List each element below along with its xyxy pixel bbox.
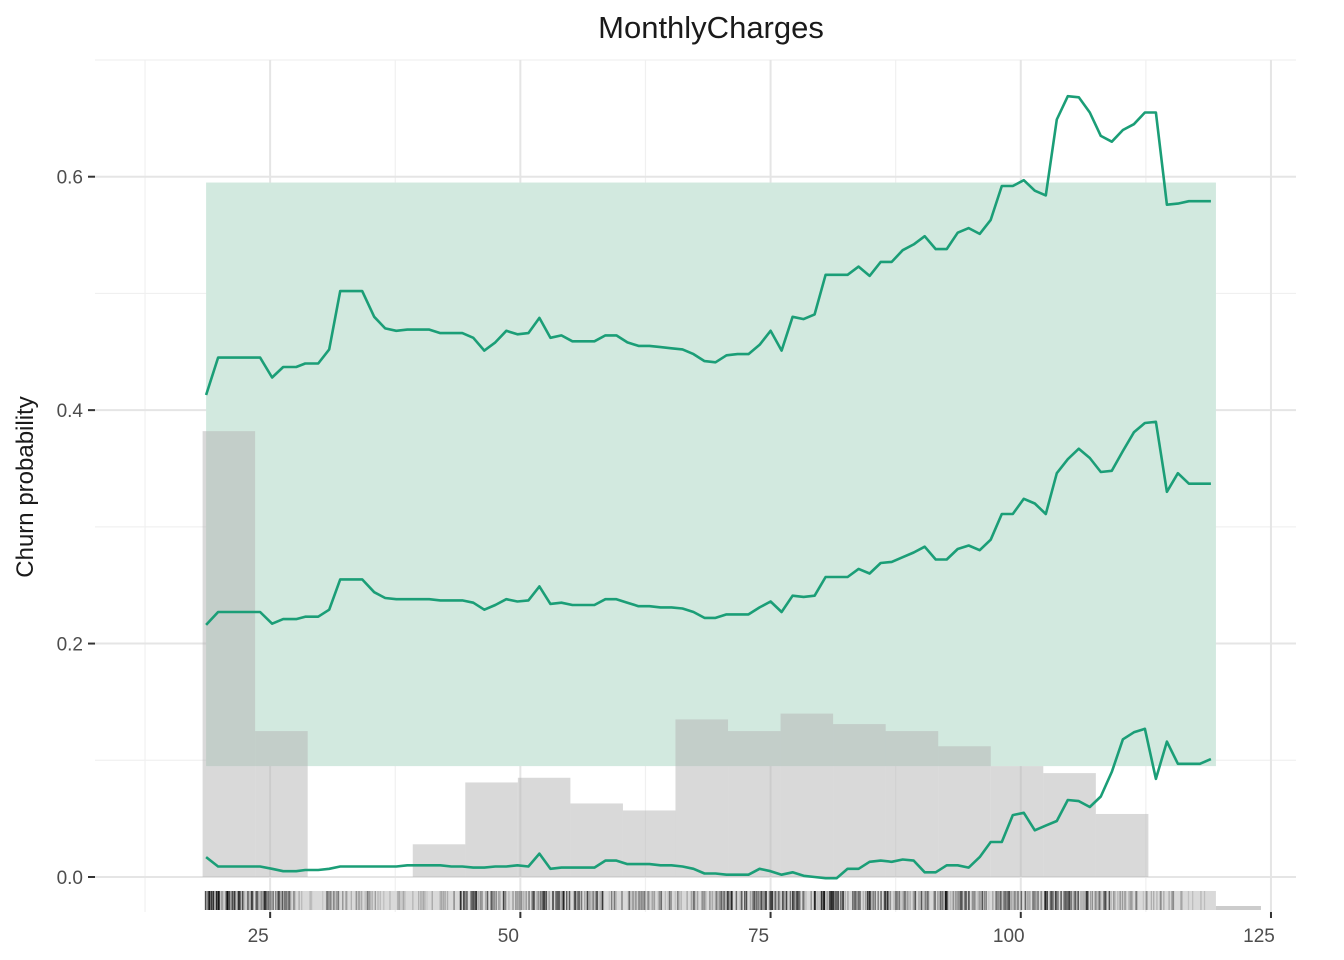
series-line xyxy=(204,94,1211,396)
x-tick-label: 75 xyxy=(748,926,769,947)
histogram-bar xyxy=(728,731,781,877)
histogram-bar xyxy=(255,731,308,877)
x-tick-label: 100 xyxy=(993,926,1025,947)
histogram-bar xyxy=(622,810,676,877)
series-line xyxy=(205,420,1211,626)
band-area xyxy=(206,182,1216,767)
series-line xyxy=(205,727,1212,880)
histogram-bar xyxy=(675,719,729,877)
x-tick-label: 50 xyxy=(498,926,519,947)
y-tick-label: 0.0 xyxy=(57,868,83,889)
uncertainty-band xyxy=(206,182,1216,767)
histogram-bar xyxy=(885,731,939,877)
histogram-bar xyxy=(780,713,834,877)
histogram-bar xyxy=(202,431,256,877)
y-tick-label: 0.2 xyxy=(57,635,83,656)
x-axis-ticks: 25 50 75 100 125 xyxy=(248,912,1275,947)
y-tick-label: 0.4 xyxy=(57,401,84,422)
x-tick-label: 125 xyxy=(1243,926,1275,947)
series-lines xyxy=(204,94,1212,880)
rug-tail xyxy=(1215,906,1261,910)
histogram-bar xyxy=(938,746,991,877)
y-axis-ticks: 0.0 0.2 0.4 0.6 xyxy=(57,168,95,889)
histogram-bar xyxy=(465,782,518,877)
x-tick-label: 25 xyxy=(248,926,269,947)
histogram-bar xyxy=(412,844,466,877)
histogram-bar xyxy=(990,766,1044,877)
histogram-bar xyxy=(1095,813,1149,877)
y-tick-label: 0.6 xyxy=(57,168,83,189)
rug-plot xyxy=(204,890,1261,910)
chart-title: MonthlyCharges xyxy=(598,10,824,45)
histogram-bar xyxy=(1043,773,1096,877)
rug-background xyxy=(205,890,1216,910)
y-axis-label: Churn probability xyxy=(12,396,39,577)
histogram-bar xyxy=(833,724,886,877)
